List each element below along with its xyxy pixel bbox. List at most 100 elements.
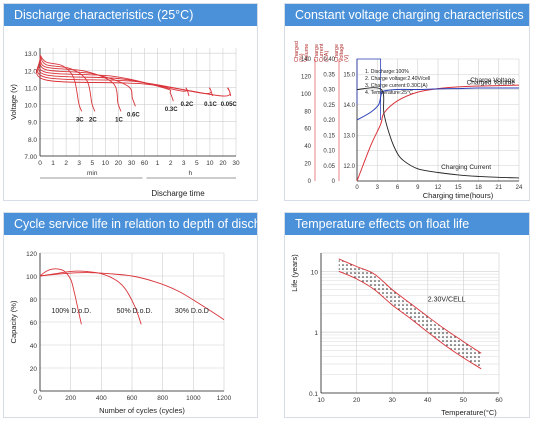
x-tick-label: 20 <box>353 397 361 404</box>
y-axis-label: Life (years) <box>290 254 299 292</box>
x-tick-label: 2 <box>64 160 68 167</box>
discharge-title: Discharge characteristics (25°C) <box>4 4 257 26</box>
curve-label: 2C <box>89 117 97 123</box>
x-tick-label: 3 <box>376 185 380 191</box>
x-unit-min: min <box>87 170 98 177</box>
series-label: 100% D.o.D. <box>52 308 92 315</box>
y-tick-label: 11.0 <box>25 85 38 92</box>
series-label: Charge Voltage <box>470 77 515 84</box>
current-tick: 0.10 <box>323 149 335 155</box>
x-tick-label: 18 <box>475 185 482 191</box>
charging-panel: Constant voltage charging characteristic… <box>284 3 530 201</box>
current-tick: 0.20 <box>323 118 335 124</box>
charging-current-line <box>356 87 520 179</box>
cycle-title: Cycle service life in relation to depth … <box>4 213 257 235</box>
float-panel: Temperature effects on float life 10 1 0.1… <box>284 212 530 418</box>
volume-tick: 60 <box>304 127 311 133</box>
curve-label: 0.3C <box>165 107 178 113</box>
x-tick-label: 600 <box>127 395 138 402</box>
x-tick-label: 1200 <box>217 395 232 402</box>
x-tick-label: 1000 <box>186 395 201 402</box>
y-tick-label: 40 <box>30 343 38 350</box>
y-tick-label: 10 <box>311 269 319 276</box>
current-tick: 0.35 <box>323 72 335 78</box>
x-tick-label: 24 <box>516 185 523 191</box>
x-tick-label: 3 <box>77 160 81 167</box>
x-tick-label: 3 <box>182 160 186 167</box>
discharge-curve <box>39 55 96 112</box>
axis-label-part: (CA) <box>324 51 330 62</box>
voltage-tick: 15.0 <box>343 72 355 78</box>
x-tick-label: 5 <box>195 160 199 167</box>
axis-label-part: Charged <box>294 41 300 62</box>
x-tick-label: 800 <box>157 395 168 402</box>
volume-tick: 20 <box>304 162 311 168</box>
x-tick-label: 12 <box>435 185 442 191</box>
x-tick-label: 60 <box>495 397 503 404</box>
discharge-curve <box>39 57 136 107</box>
x-tick-label: 30 <box>232 160 240 167</box>
curve-label: 0.2C <box>181 102 194 108</box>
volume-tick: 80 <box>304 109 311 115</box>
discharge-curve <box>36 59 213 97</box>
y-axis-label: Capacity (%) <box>9 300 18 343</box>
cycle-panel: Cycle service life in relation to depth … <box>3 212 258 418</box>
y-tick-label: 10.0 <box>24 103 37 110</box>
curve-label: 0.6C <box>127 112 140 118</box>
y-tick-label: 12.0 <box>24 68 37 75</box>
y-tick-label: 13.0 <box>24 51 37 58</box>
x-tick-label: 60 <box>141 160 149 167</box>
discharge-curve <box>39 54 83 112</box>
x-tick-label: 400 <box>96 395 107 402</box>
axis-label-part: (V) <box>344 55 350 63</box>
charging-title: Constant voltage charging characteristic… <box>285 4 529 26</box>
current-tick: 0.40 <box>323 57 335 63</box>
x-unit-h: h <box>188 170 192 177</box>
axis-label-part: (%) <box>299 53 305 62</box>
series-label: Charged Volume <box>467 79 516 86</box>
axis-label-part: Current <box>319 43 325 62</box>
discharge-curve <box>36 60 232 97</box>
x-tick-label: 30 <box>389 397 397 404</box>
x-axis-label: Number of cycles (cycles) <box>99 406 185 415</box>
curve-label: 0.05C <box>221 102 238 108</box>
voltage-tick: 14.0 <box>343 103 355 109</box>
note-line: 4. Temperature:25°C <box>365 90 413 96</box>
y-tick-label: 0.1 <box>309 391 318 398</box>
x-tick-label: 10 <box>102 160 110 167</box>
y-tick-label: 8.0 <box>28 137 37 144</box>
x-tick-label: 40 <box>424 397 432 404</box>
cycle-curve <box>39 272 225 321</box>
x-tick-label: 20 <box>219 160 227 167</box>
x-tick-label: 0 <box>355 185 359 191</box>
x-axis-label: Temperature(°C) <box>441 408 497 417</box>
x-tick-label: 0 <box>38 160 42 167</box>
y-tick-label: 0 <box>33 389 37 396</box>
y-tick-label: 100 <box>26 274 37 281</box>
voltage-tick: 12.0 <box>343 164 355 170</box>
cycle-curve <box>39 268 82 325</box>
volume-tick: 40 <box>304 144 311 150</box>
x-tick-label: 30 <box>128 160 136 167</box>
series-label: 30% D.o.D <box>175 308 209 315</box>
current-tick: 0.25 <box>323 103 335 109</box>
note-line: 2. Charge voltage:2.40V/cell <box>365 76 430 82</box>
float-band <box>338 258 482 369</box>
x-tick-label: 1 <box>51 160 55 167</box>
x-tick-label: 0 <box>38 395 42 402</box>
y-tick-label: 7.00 <box>24 154 37 161</box>
x-tick-label: 15 <box>455 185 462 191</box>
charge-voltage-line <box>356 87 519 121</box>
current-tick: 0.15 <box>323 133 335 139</box>
y-tick-label: 60 <box>30 320 38 327</box>
x-tick-label: 200 <box>65 395 76 402</box>
current-tick: 0.30 <box>323 88 335 94</box>
axis-label-part: Charge <box>334 44 340 62</box>
volume-tick: 120 <box>301 74 312 80</box>
volume-tick: 140 <box>301 57 312 63</box>
volume-tick: 0 <box>308 179 312 185</box>
charged-volume-line <box>356 84 520 182</box>
current-tick: 0.05 <box>323 164 335 170</box>
